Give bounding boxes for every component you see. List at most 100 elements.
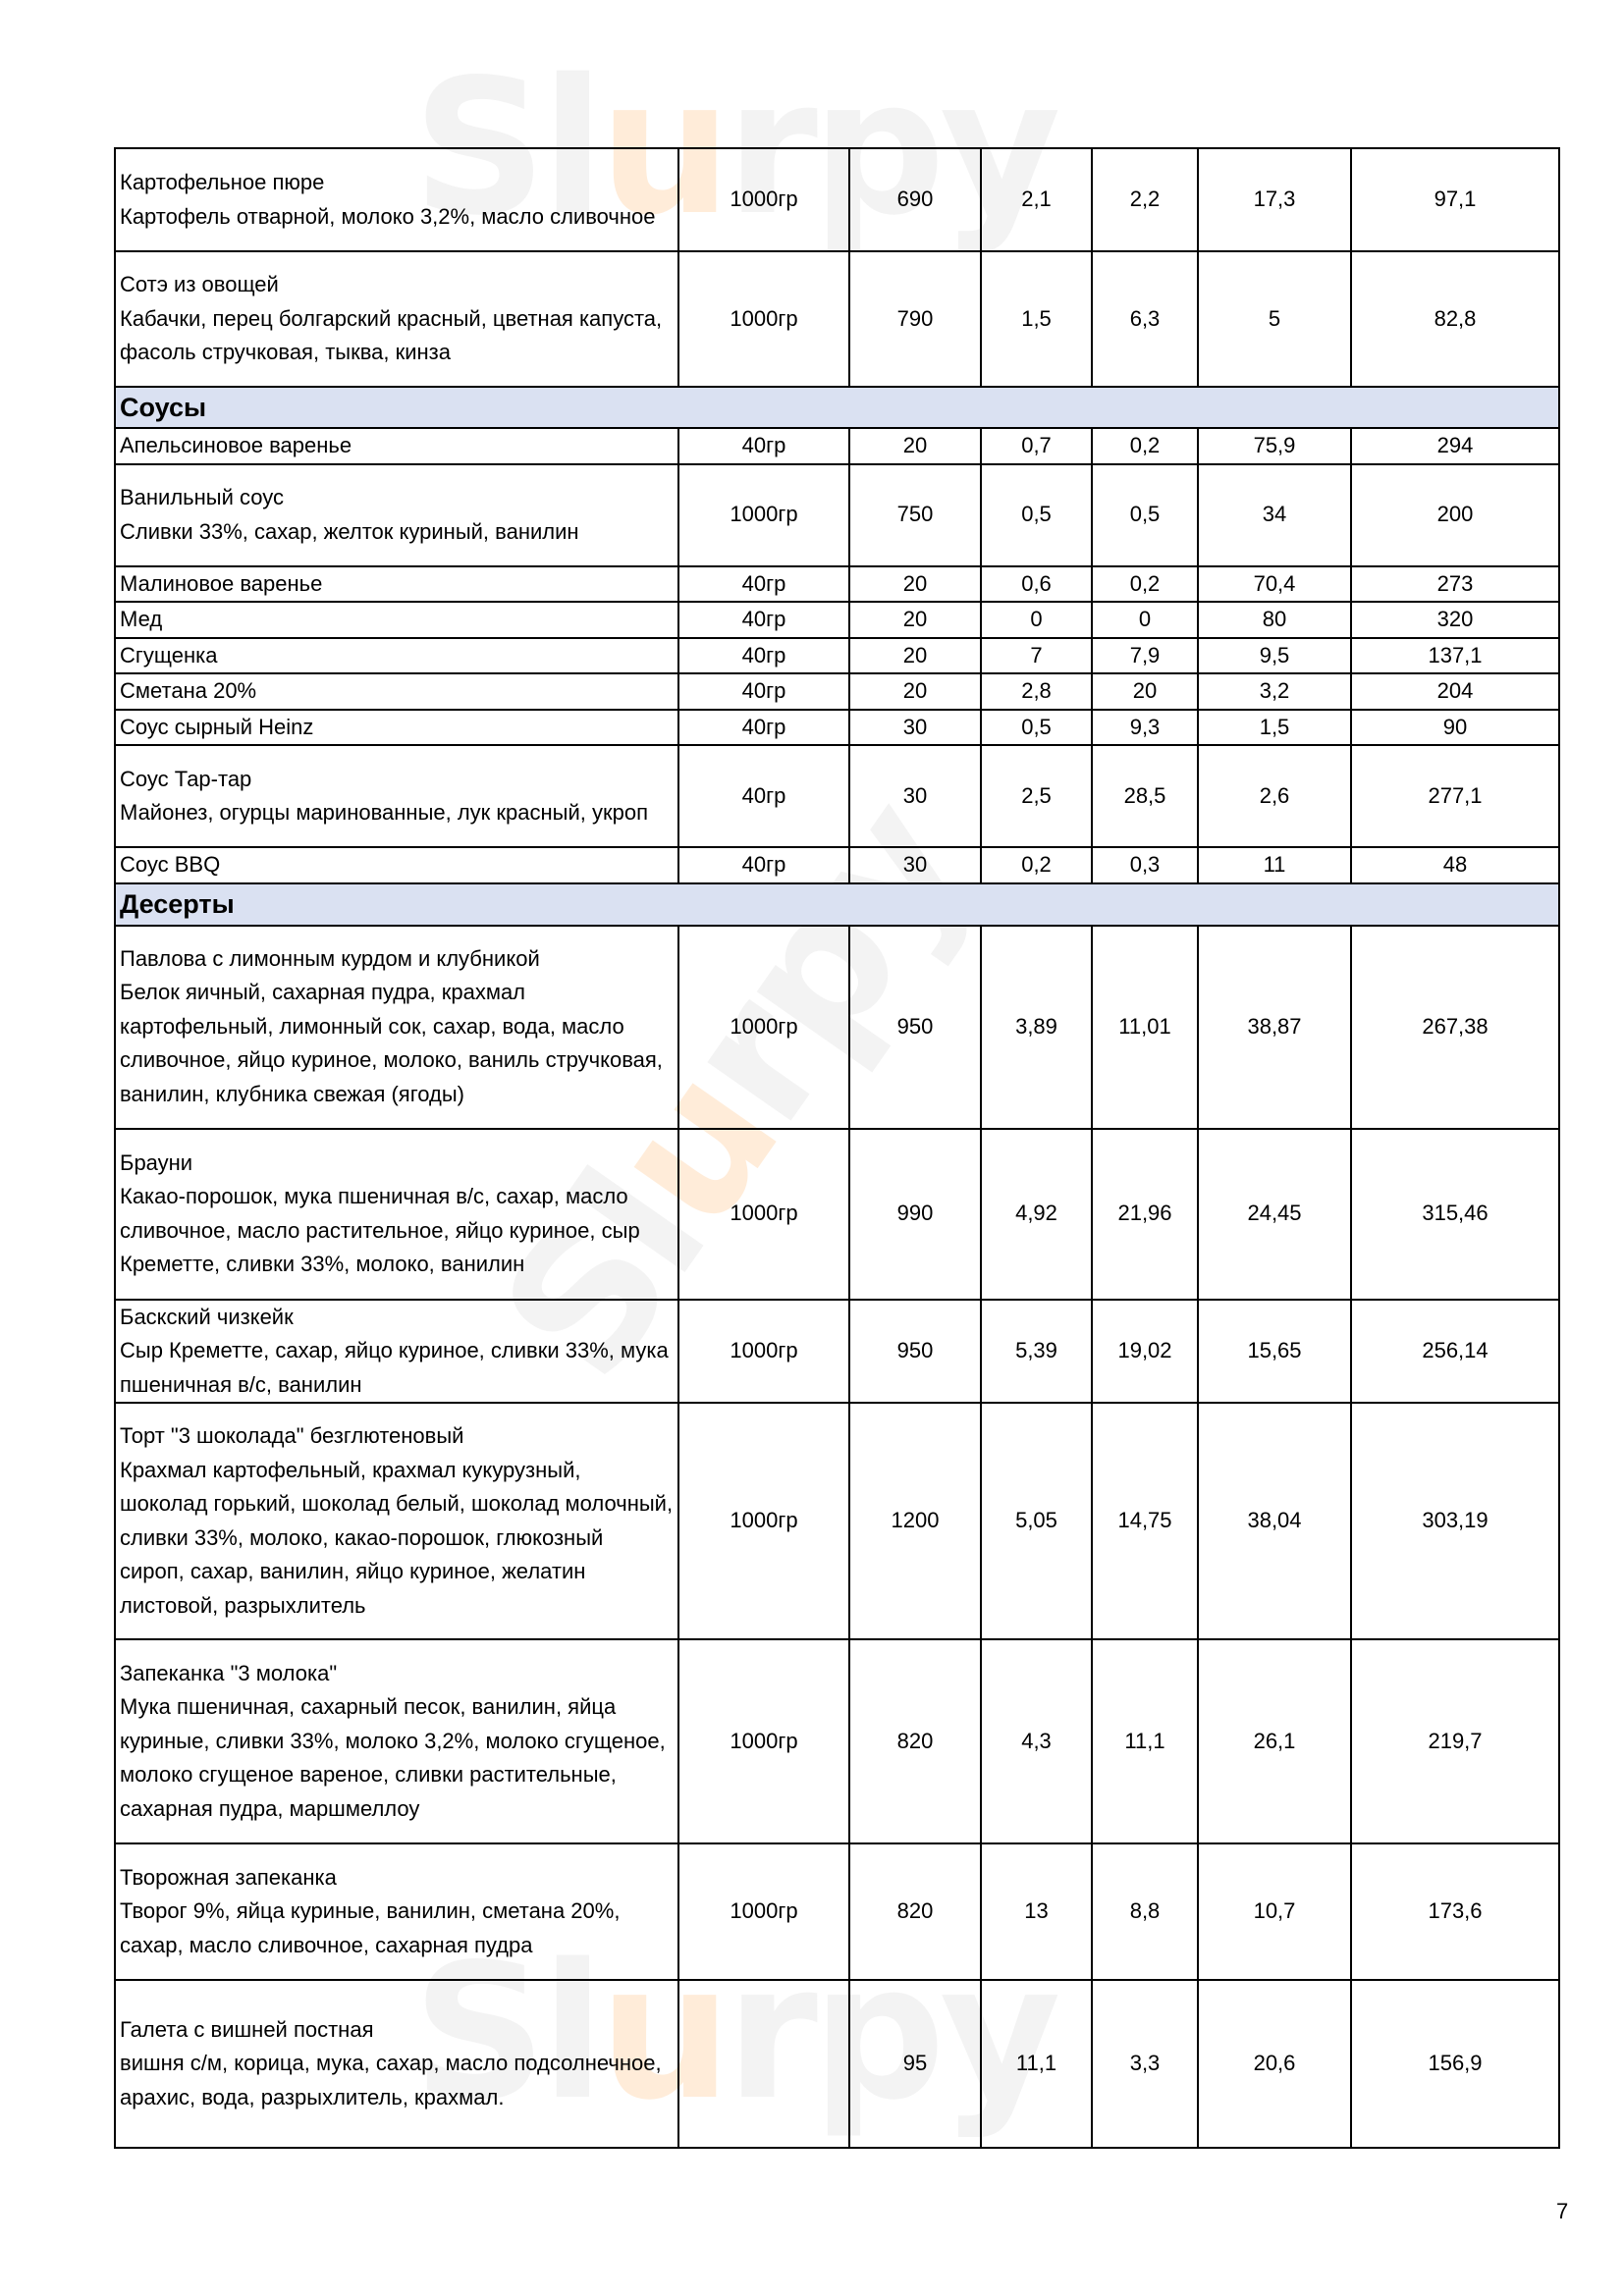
table-row: Сметана 20% 40гр 20 2,8 20 3,2 204 — [114, 672, 1560, 711]
dish-cell: Галета с вишней постная вишня с/м, корица… — [114, 1979, 679, 2149]
dish-name: Сотэ из овощей — [120, 272, 279, 297]
dish-cell: Павлова с лимонным курдом и клубникой Бел… — [114, 924, 679, 1130]
protein-cell: 4,92 — [980, 1127, 1093, 1301]
weight-cell: 690 — [848, 147, 982, 252]
protein-cell: 0,2 — [980, 846, 1093, 884]
portion-cell: 40гр — [677, 601, 850, 639]
dish-name: Соус Тар-тар — [120, 766, 252, 791]
table-row: Запеканка "3 молока" Мука пшеничная, саха… — [114, 1638, 1560, 1844]
portion-cell: 1000гр — [677, 147, 850, 252]
fat-cell: 14,75 — [1091, 1402, 1199, 1640]
weight-cell: 1200 — [848, 1402, 982, 1640]
weight-cell: 95 — [848, 1979, 982, 2149]
dish-ingredients: Сыр Креметте, сахар, яйцо куриное, сливк… — [120, 1338, 669, 1397]
kcal-cell: 277,1 — [1350, 744, 1560, 848]
portion-cell: 40гр — [677, 744, 850, 848]
section-title: Десерты — [114, 881, 1560, 927]
page-number: 7 — [1556, 2199, 1569, 2223]
protein-cell: 2,1 — [980, 147, 1093, 252]
table-row: Соус Тар-тар Майонез, огурцы маринованные… — [114, 744, 1560, 848]
protein-cell: 13 — [980, 1842, 1093, 1981]
dish-cell: Соус Тар-тар Майонез, огурцы маринованные… — [114, 744, 679, 848]
dish-ingredients: Кабачки, перец болгарский красный, цветн… — [120, 305, 663, 365]
protein-cell: 2,5 — [980, 744, 1093, 848]
kcal-cell: 137,1 — [1350, 636, 1560, 674]
table-row: Малиновое варенье 40гр 20 0,6 0,2 70,4 273 — [114, 564, 1560, 603]
dish-ingredients: Крахмал картофельный, крахмал кукурузный… — [120, 1457, 674, 1618]
weight-cell: 30 — [848, 708, 982, 746]
portion-cell: 1000гр — [677, 462, 850, 567]
table-row: Соус сырный Heinz 40гр 30 0,5 9,3 1,5 90 — [114, 708, 1560, 746]
protein-cell: 3,89 — [980, 924, 1093, 1130]
protein-cell: 2,8 — [980, 672, 1093, 711]
portion-cell: 1000гр — [677, 924, 850, 1130]
dish-name: Соус сырный Heinz — [120, 714, 314, 739]
kcal-cell: 173,6 — [1350, 1842, 1560, 1981]
portion-cell: 1000гр — [677, 1127, 850, 1301]
portion-cell — [677, 1979, 850, 2149]
dish-name: Галета с вишней постная — [120, 2016, 374, 2042]
dish-cell: Баскский чизкейк Сыр Креметте, сахар, яйц… — [114, 1298, 679, 1404]
dish-cell: Брауни Какао-порошок, мука пшеничная в/с,… — [114, 1127, 679, 1301]
weight-cell: 30 — [848, 744, 982, 848]
weight-cell: 820 — [848, 1638, 982, 1844]
fat-cell: 11,1 — [1091, 1638, 1199, 1844]
table-row: Апельсиновое варенье 40гр 20 0,7 0,2 75,9 294 — [114, 427, 1560, 465]
portion-cell: 40гр — [677, 564, 850, 603]
dish-name: Брауни — [120, 1149, 193, 1175]
weight-cell: 20 — [848, 427, 982, 465]
carbs-cell: 17,3 — [1197, 147, 1352, 252]
dish-name: Соус BBQ — [120, 852, 221, 877]
dish-cell: Апельсиновое варенье — [114, 427, 679, 465]
dish-name: Баскский чизкейк — [120, 1304, 294, 1329]
table-row: Творожная запеканка Творог 9%, яйца курин… — [114, 1842, 1560, 1981]
protein-cell: 0,5 — [980, 462, 1093, 567]
dish-cell: Картофельное пюре Картофель отварной, мол… — [114, 147, 679, 252]
portion-cell: 1000гр — [677, 1298, 850, 1404]
fat-cell: 28,5 — [1091, 744, 1199, 848]
protein-cell: 5,39 — [980, 1298, 1093, 1404]
fat-cell: 0 — [1091, 601, 1199, 639]
protein-cell: 11,1 — [980, 1979, 1093, 2149]
table-row: Соус BBQ 40гр 30 0,2 0,3 11 48 — [114, 846, 1560, 884]
dish-cell: Сгущенка — [114, 636, 679, 674]
dish-ingredients: Белок яичный, сахарная пудра, крахмал ка… — [120, 980, 663, 1106]
dish-ingredients: Сливки 33%, сахар, желток куриный, ванил… — [120, 518, 579, 544]
fat-cell: 2,2 — [1091, 147, 1199, 252]
weight-cell: 990 — [848, 1127, 982, 1301]
protein-cell: 1,5 — [980, 250, 1093, 388]
carbs-cell: 38,04 — [1197, 1402, 1352, 1640]
fat-cell: 8,8 — [1091, 1842, 1199, 1981]
protein-cell: 0 — [980, 601, 1093, 639]
fat-cell: 19,02 — [1091, 1298, 1199, 1404]
dish-cell: Мед — [114, 601, 679, 639]
carbs-cell: 2,6 — [1197, 744, 1352, 848]
dish-name: Торт "3 шоколада" безглютеновый — [120, 1423, 464, 1448]
dish-name: Апельсиновое варенье — [120, 433, 352, 457]
protein-cell: 5,05 — [980, 1402, 1093, 1640]
weight-cell: 20 — [848, 601, 982, 639]
portion-cell: 40гр — [677, 636, 850, 674]
carbs-cell: 1,5 — [1197, 708, 1352, 746]
dish-cell: Соус BBQ — [114, 846, 679, 884]
fat-cell: 21,96 — [1091, 1127, 1199, 1301]
carbs-cell: 10,7 — [1197, 1842, 1352, 1981]
protein-cell: 0,5 — [980, 708, 1093, 746]
weight-cell: 950 — [848, 924, 982, 1130]
table-row: Торт "3 шоколада" безглютеновый Крахмал к… — [114, 1402, 1560, 1640]
dish-ingredients: вишня с/м, корица, мука, сахар, масло по… — [120, 2051, 662, 2109]
dish-cell: Запеканка "3 молока" Мука пшеничная, саха… — [114, 1638, 679, 1844]
weight-cell: 750 — [848, 462, 982, 567]
carbs-cell: 11 — [1197, 846, 1352, 884]
dish-cell: Сотэ из овощей Кабачки, перец болгарский … — [114, 250, 679, 388]
dish-ingredients: Картофель отварной, молоко 3,2%, масло с… — [120, 203, 656, 229]
carbs-cell: 75,9 — [1197, 427, 1352, 465]
dish-cell: Малиновое варенье — [114, 564, 679, 603]
table-row: Мед 40гр 20 0 0 80 320 — [114, 601, 1560, 639]
fat-cell: 6,3 — [1091, 250, 1199, 388]
fat-cell: 0,2 — [1091, 427, 1199, 465]
dish-ingredients: Какао-порошок, мука пшеничная в/с, сахар… — [120, 1184, 640, 1276]
fat-cell: 11,01 — [1091, 924, 1199, 1130]
protein-cell: 4,3 — [980, 1638, 1093, 1844]
carbs-cell: 70,4 — [1197, 564, 1352, 603]
